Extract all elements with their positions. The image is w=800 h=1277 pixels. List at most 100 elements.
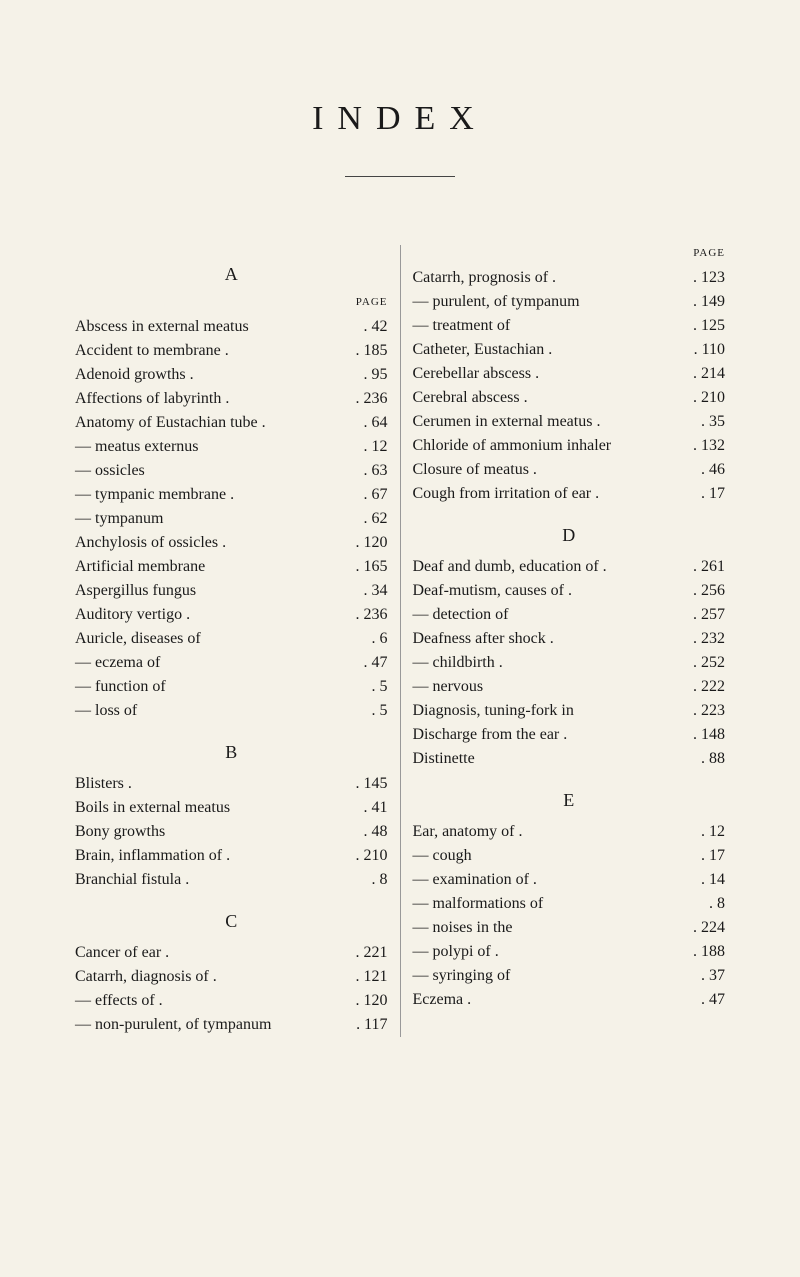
entry-page: . 47: [358, 651, 388, 675]
section-letter-e: E: [413, 787, 726, 814]
entry-text: — treatment of: [413, 314, 511, 338]
left-column: APAGEAbscess in external meatus. 42Accid…: [75, 245, 388, 1037]
index-entry: Adenoid growths .. 95: [75, 363, 388, 387]
index-entry: Accident to membrane .. 185: [75, 339, 388, 363]
entry-page: . 222: [693, 675, 725, 699]
entry-page: . 47: [695, 988, 725, 1012]
column-divider: [400, 245, 401, 1037]
entry-page: . 8: [695, 892, 725, 916]
entry-page: . 37: [695, 964, 725, 988]
entry-text: Auditory vertigo .: [75, 603, 190, 627]
index-entry: — syringing of. 37: [413, 964, 726, 988]
entry-page: . 236: [356, 387, 388, 411]
index-entry: Brain, inflammation of .. 210: [75, 844, 388, 868]
index-entry: — ossicles . 63: [75, 459, 388, 483]
entry-page: . 6: [358, 627, 388, 651]
entry-page: . 64: [358, 411, 388, 435]
entry-text: — nervous: [413, 675, 484, 699]
entry-text: Affections of labyrinth .: [75, 387, 229, 411]
entry-text: — noises in the: [413, 916, 513, 940]
entry-text: Cough from irritation of ear .: [413, 482, 600, 506]
entry-page: . 256: [693, 579, 725, 603]
entry-text: — tympanic membrane .: [75, 483, 234, 507]
section-letter-b: B: [75, 739, 388, 766]
entry-page: . 188: [693, 940, 725, 964]
entry-text: Boils in external meatus: [75, 796, 230, 820]
entry-page: . 236: [356, 603, 388, 627]
index-entry: Eczema . . 47: [413, 988, 726, 1012]
entry-page: . 224: [693, 916, 725, 940]
entry-page: . 223: [693, 699, 725, 723]
index-entry: Auricle, diseases of . 6: [75, 627, 388, 651]
index-entry: — non-purulent, of tympanum. 117: [75, 1013, 388, 1037]
index-entry: Chloride of ammonium inhaler. 132: [413, 434, 726, 458]
entry-text: — detection of: [413, 603, 509, 627]
index-entry: Catheter, Eustachian .. 110: [413, 338, 726, 362]
entry-text: Deaf-mutism, causes of .: [413, 579, 573, 603]
entry-text: Cerebellar abscess .: [413, 362, 540, 386]
entry-text: — childbirth .: [413, 651, 503, 675]
index-entry: — meatus externus . 12: [75, 435, 388, 459]
entry-text: — ossicles: [75, 459, 145, 483]
right-column: PAGECatarrh, prognosis of .. 123— purule…: [413, 245, 726, 1037]
section-letter-c: C: [75, 908, 388, 935]
index-entry: Cerebral abscess .. 210: [413, 386, 726, 410]
entry-text: Eczema .: [413, 988, 472, 1012]
index-entry: — tympanic membrane .. 67: [75, 483, 388, 507]
entry-text: Abscess in external meatus: [75, 315, 249, 339]
entry-page: . 185: [356, 339, 388, 363]
entry-page: . 35: [695, 410, 725, 434]
entry-text: Deaf and dumb, education of .: [413, 555, 607, 579]
index-entry: — tympanum. 62: [75, 507, 388, 531]
index-entry: Artificial membrane . 165: [75, 555, 388, 579]
index-entry: Catarrh, prognosis of .. 123: [413, 266, 726, 290]
index-entry: — nervous . 222: [413, 675, 726, 699]
entry-text: Cancer of ear .: [75, 941, 169, 965]
index-entry: Ear, anatomy of . . 12: [413, 820, 726, 844]
entry-text: — meatus externus: [75, 435, 199, 459]
entry-text: Cerumen in external meatus .: [413, 410, 601, 434]
entry-page: . 42: [358, 315, 388, 339]
entry-page: . 41: [358, 796, 388, 820]
entry-page: . 257: [693, 603, 725, 627]
index-entry: Bony growths. 48: [75, 820, 388, 844]
entry-text: Distinette: [413, 747, 475, 771]
entry-page: . 149: [693, 290, 725, 314]
index-entry: Cerebellar abscess .. 214: [413, 362, 726, 386]
index-entry: — purulent, of tympanum . 149: [413, 290, 726, 314]
index-entry: Discharge from the ear .. 148: [413, 723, 726, 747]
entry-page: . 261: [693, 555, 725, 579]
index-columns: APAGEAbscess in external meatus. 42Accid…: [75, 245, 725, 1037]
entry-page: . 17: [695, 482, 725, 506]
entry-text: Auricle, diseases of: [75, 627, 201, 651]
index-entry: — function of. 5: [75, 675, 388, 699]
entry-page: . 12: [358, 435, 388, 459]
entry-text: — purulent, of tympanum: [413, 290, 580, 314]
entry-page: . 12: [695, 820, 725, 844]
section-letter-d: D: [413, 522, 726, 549]
entry-text: Ear, anatomy of .: [413, 820, 523, 844]
entry-page: . 14: [695, 868, 725, 892]
entry-text: Cerebral abscess .: [413, 386, 528, 410]
entry-page: . 221: [356, 941, 388, 965]
index-entry: Catarrh, diagnosis of .. 121: [75, 965, 388, 989]
entry-text: Chloride of ammonium inhaler: [413, 434, 612, 458]
entry-page: . 8: [358, 868, 388, 892]
entry-page: . 95: [358, 363, 388, 387]
index-entry: — detection of . 257: [413, 603, 726, 627]
entry-text: Aspergillus fungus: [75, 579, 196, 603]
entry-page: . 120: [356, 989, 388, 1013]
entry-page: . 145: [356, 772, 388, 796]
entry-text: — function of: [75, 675, 166, 699]
index-entry: Affections of labyrinth . . 236: [75, 387, 388, 411]
entry-text: Artificial membrane: [75, 555, 205, 579]
entry-page: . 165: [356, 555, 388, 579]
entry-page: . 252: [693, 651, 725, 675]
entry-text: Discharge from the ear .: [413, 723, 568, 747]
index-entry: — polypi of .. 188: [413, 940, 726, 964]
entry-text: — effects of .: [75, 989, 163, 1013]
entry-text: Bony growths: [75, 820, 165, 844]
index-entry: — noises in the . 224: [413, 916, 726, 940]
entry-text: Catarrh, diagnosis of .: [75, 965, 217, 989]
entry-page: . 63: [358, 459, 388, 483]
